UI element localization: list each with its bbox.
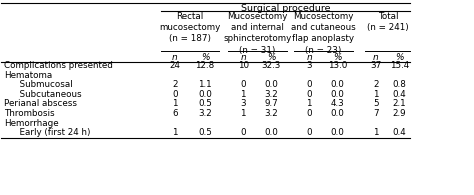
Text: 3: 3 <box>240 99 246 108</box>
Text: 0: 0 <box>172 90 178 99</box>
Text: n: n <box>172 53 178 62</box>
Text: Complications presented: Complications presented <box>4 61 113 70</box>
Text: 5: 5 <box>373 99 379 108</box>
Text: Hemorrhage: Hemorrhage <box>4 119 58 128</box>
Text: 0.4: 0.4 <box>392 90 406 99</box>
Text: Perianal abscess: Perianal abscess <box>4 99 77 108</box>
Text: 3.2: 3.2 <box>264 90 278 99</box>
Text: Thrombosis: Thrombosis <box>4 109 55 118</box>
Text: Early (first 24 h): Early (first 24 h) <box>14 128 91 137</box>
Text: 0: 0 <box>240 80 246 89</box>
Text: 3.2: 3.2 <box>264 109 278 118</box>
Text: 7: 7 <box>373 109 379 118</box>
Text: %: % <box>201 53 209 62</box>
Text: 12.8: 12.8 <box>195 61 215 70</box>
Text: 37: 37 <box>370 61 382 70</box>
Text: 1: 1 <box>373 90 379 99</box>
Text: Total
(n = 241): Total (n = 241) <box>367 12 409 32</box>
Text: 1: 1 <box>240 109 246 118</box>
Text: 1: 1 <box>172 128 178 137</box>
Text: 2: 2 <box>373 80 379 89</box>
Text: 0: 0 <box>306 128 312 137</box>
Text: n: n <box>373 53 379 62</box>
Text: 1: 1 <box>373 128 379 137</box>
Text: 0.0: 0.0 <box>198 90 212 99</box>
Text: 0.5: 0.5 <box>198 128 212 137</box>
Text: Mucosectomy
and cutaneous
flap anoplasty
(n = 23): Mucosectomy and cutaneous flap anoplasty… <box>291 12 356 55</box>
Text: 2: 2 <box>172 80 178 89</box>
Text: 0.0: 0.0 <box>264 80 278 89</box>
Text: 1: 1 <box>306 99 312 108</box>
Text: 9.7: 9.7 <box>264 99 278 108</box>
Text: 1: 1 <box>172 99 178 108</box>
Text: 2.1: 2.1 <box>393 99 406 108</box>
Text: %: % <box>333 53 342 62</box>
Text: 0: 0 <box>306 109 312 118</box>
Text: 0: 0 <box>306 80 312 89</box>
Text: 1.1: 1.1 <box>198 80 212 89</box>
Text: 3: 3 <box>306 61 312 70</box>
Text: 0: 0 <box>240 128 246 137</box>
Text: Mucosectomy
and internal
sphincterotomy
(n = 31): Mucosectomy and internal sphincterotomy … <box>223 12 292 55</box>
Text: Hematoma: Hematoma <box>4 71 52 80</box>
Text: n: n <box>240 53 246 62</box>
Text: 13.0: 13.0 <box>328 61 347 70</box>
Text: 24: 24 <box>169 61 180 70</box>
Text: 0.5: 0.5 <box>198 99 212 108</box>
Text: 0.8: 0.8 <box>392 80 407 89</box>
Text: 10: 10 <box>237 61 249 70</box>
Text: %: % <box>395 53 404 62</box>
Text: 15.4: 15.4 <box>390 61 409 70</box>
Text: 4.3: 4.3 <box>330 99 344 108</box>
Text: Submucosal: Submucosal <box>14 80 73 89</box>
Text: Rectal
mucosectomy
(n = 187): Rectal mucosectomy (n = 187) <box>159 12 220 43</box>
Text: 0.0: 0.0 <box>330 90 344 99</box>
Text: 0.0: 0.0 <box>330 109 344 118</box>
Text: 32.3: 32.3 <box>262 61 281 70</box>
Text: 6: 6 <box>172 109 178 118</box>
Text: 2.9: 2.9 <box>393 109 406 118</box>
Text: n: n <box>306 53 312 62</box>
Text: %: % <box>267 53 276 62</box>
Text: Surgical procedure: Surgical procedure <box>241 4 330 13</box>
Text: 0.0: 0.0 <box>330 128 344 137</box>
Text: 1: 1 <box>240 90 246 99</box>
Text: 3.2: 3.2 <box>198 109 212 118</box>
Text: 0.0: 0.0 <box>264 128 278 137</box>
Text: 0.4: 0.4 <box>392 128 406 137</box>
Text: Subcutaneous: Subcutaneous <box>14 90 82 99</box>
Text: 0: 0 <box>306 90 312 99</box>
Text: 0.0: 0.0 <box>330 80 344 89</box>
